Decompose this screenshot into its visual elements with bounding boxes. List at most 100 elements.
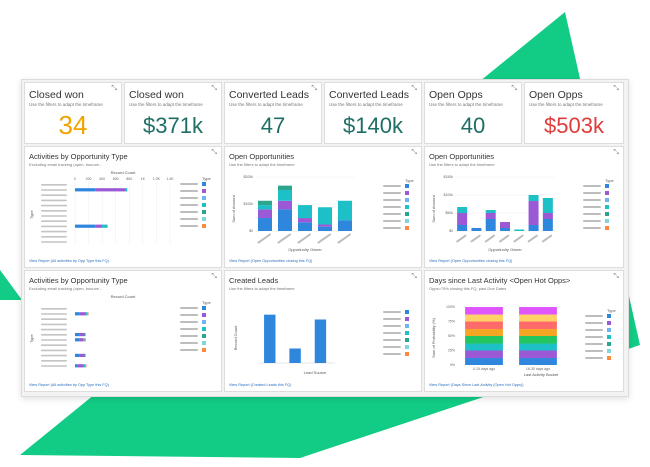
expand-icon[interactable]: ⤡ <box>613 85 619 92</box>
legend-swatch <box>405 205 409 209</box>
bar-segment <box>338 200 352 221</box>
bar-segment <box>278 185 292 190</box>
tick-label: 0% <box>450 363 455 367</box>
bar-segment <box>83 364 86 368</box>
legend-label-placeholder <box>383 185 401 187</box>
legend-label-placeholder <box>585 357 603 359</box>
metric-title: Open Opps <box>429 89 483 101</box>
tick-label: $100k <box>243 202 253 206</box>
metric-title: Closed won <box>29 89 84 101</box>
bar-segment <box>528 201 539 225</box>
category-label-placeholder <box>41 184 67 186</box>
tick-label: $100k <box>443 193 453 197</box>
chart-open-opps-1: $0 $100k $200k Sum of Amount Opportunity Own… <box>231 175 414 252</box>
legend-swatch <box>405 226 409 230</box>
bar-segment <box>542 213 553 219</box>
legend-label-placeholder <box>383 353 401 355</box>
expand-icon[interactable]: ⤡ <box>211 273 217 280</box>
category-label-placeholder <box>527 234 538 243</box>
category-label-placeholder <box>41 313 67 315</box>
chart-open-opps-2: $0 $50k $100k $150k Sum of Amount Opportunity… <box>431 175 614 252</box>
chart-title: Open Opportunities <box>229 152 295 161</box>
axis-label-y: Sum of Amount <box>231 194 236 222</box>
bar <box>264 314 276 363</box>
bar-segment <box>84 338 86 342</box>
view-report-link[interactable]: View Report (Open Opportunities closing … <box>429 259 513 263</box>
metric-subtitle: Use the filters to adapt the timeframe <box>529 102 603 107</box>
legend-label-placeholder <box>383 325 401 327</box>
bar-segment <box>102 224 108 228</box>
legend-swatch <box>202 224 206 228</box>
category-label-placeholder <box>41 210 67 212</box>
chart-days-since-activity: 0% 25% 50% 75% 100% Sum of Probability (%) 0-1… <box>431 305 616 377</box>
view-report-link[interactable]: View Report (Open Opportunities closing … <box>229 259 313 263</box>
legend-swatch <box>202 334 206 338</box>
expand-icon[interactable]: ⤡ <box>211 85 217 92</box>
legend-swatch <box>605 191 609 195</box>
expand-icon[interactable]: ⤡ <box>511 85 517 92</box>
legend-swatch <box>605 205 609 209</box>
category-label-placeholder <box>499 234 510 243</box>
legend-label-placeholder <box>383 346 401 348</box>
bar-segment <box>465 329 503 336</box>
view-report-link[interactable]: View Report (Created Leads this FQ) <box>229 383 292 387</box>
bar-segment <box>87 312 89 316</box>
legend-swatch <box>405 331 409 335</box>
legend-swatch <box>605 198 609 202</box>
chart-card-days-since-activity: ⤡ Days since Last Activity <Open Hot Opp… <box>424 270 624 392</box>
expand-icon[interactable]: ⤡ <box>211 149 217 156</box>
legend-label-placeholder <box>383 311 401 313</box>
bar-segment <box>457 225 468 231</box>
expand-icon[interactable]: ⤡ <box>613 273 619 280</box>
metric-card-open-opps-count: ⤡ Open Opps Use the filters to adapt the… <box>424 82 522 144</box>
legend-swatch <box>202 217 206 221</box>
category-label: 0-15 days ago <box>473 367 495 371</box>
legend-swatch <box>405 212 409 216</box>
chart-subtitle: Use the filters to adapt the timeframe <box>429 162 495 167</box>
legend-swatch <box>607 349 611 353</box>
legend-label-placeholder <box>583 199 601 201</box>
view-report-link[interactable]: View Report (Days Since Last Activity (O… <box>429 383 524 387</box>
legend-label-placeholder <box>585 329 603 331</box>
legend-label-placeholder <box>383 199 401 201</box>
bar-segment <box>298 222 312 231</box>
chart-title: Activities by Opportunity Type <box>29 152 128 161</box>
bar-segment <box>528 195 539 201</box>
legend-swatch <box>607 314 611 318</box>
chart-activities-2: Record Count Type Type <box>29 294 211 368</box>
tick-label: 50% <box>448 334 455 338</box>
expand-icon[interactable]: ⤡ <box>411 85 417 92</box>
bar-segment <box>278 209 292 231</box>
bar-segment <box>519 350 557 359</box>
metric-value: 34 <box>58 110 88 140</box>
bar-segment <box>75 333 80 337</box>
expand-icon[interactable]: ⤡ <box>411 273 417 280</box>
legend-label-placeholder <box>383 339 401 341</box>
bar-segment <box>500 222 510 228</box>
bar-segment <box>519 336 557 344</box>
legend-label-placeholder <box>180 342 198 344</box>
category-label-placeholder <box>456 234 467 243</box>
view-report-link[interactable]: View Report (All activities by Opp Type … <box>29 383 109 387</box>
category-label-placeholder <box>297 233 311 244</box>
legend-swatch <box>202 203 206 207</box>
metric-card-converted-leads-count: ⤡ Converted Leads Use the filters to ada… <box>224 82 322 144</box>
tick-label: 75% <box>448 320 455 324</box>
expand-icon[interactable]: ⤡ <box>311 85 317 92</box>
expand-icon[interactable]: ⤡ <box>111 85 117 92</box>
legend-swatch <box>202 348 206 352</box>
category-label-placeholder <box>41 225 67 228</box>
bar-segment <box>528 225 539 231</box>
metric-card-closed-won-count: ⤡ Closed won Use the filters to adapt th… <box>24 82 122 144</box>
legend-title: Type <box>405 178 414 183</box>
view-report-link[interactable]: View Report (All activities by Opp Type … <box>29 259 109 263</box>
expand-icon[interactable]: ⤡ <box>613 149 619 156</box>
bar-segment <box>338 220 352 231</box>
category-label-placeholder <box>41 323 67 326</box>
legend-swatch <box>202 341 206 345</box>
legend-title: Type <box>202 300 211 305</box>
legend-label-placeholder <box>585 350 603 352</box>
category-label-placeholder <box>41 230 67 233</box>
expand-icon[interactable]: ⤡ <box>411 149 417 156</box>
legend-swatch <box>202 313 206 317</box>
